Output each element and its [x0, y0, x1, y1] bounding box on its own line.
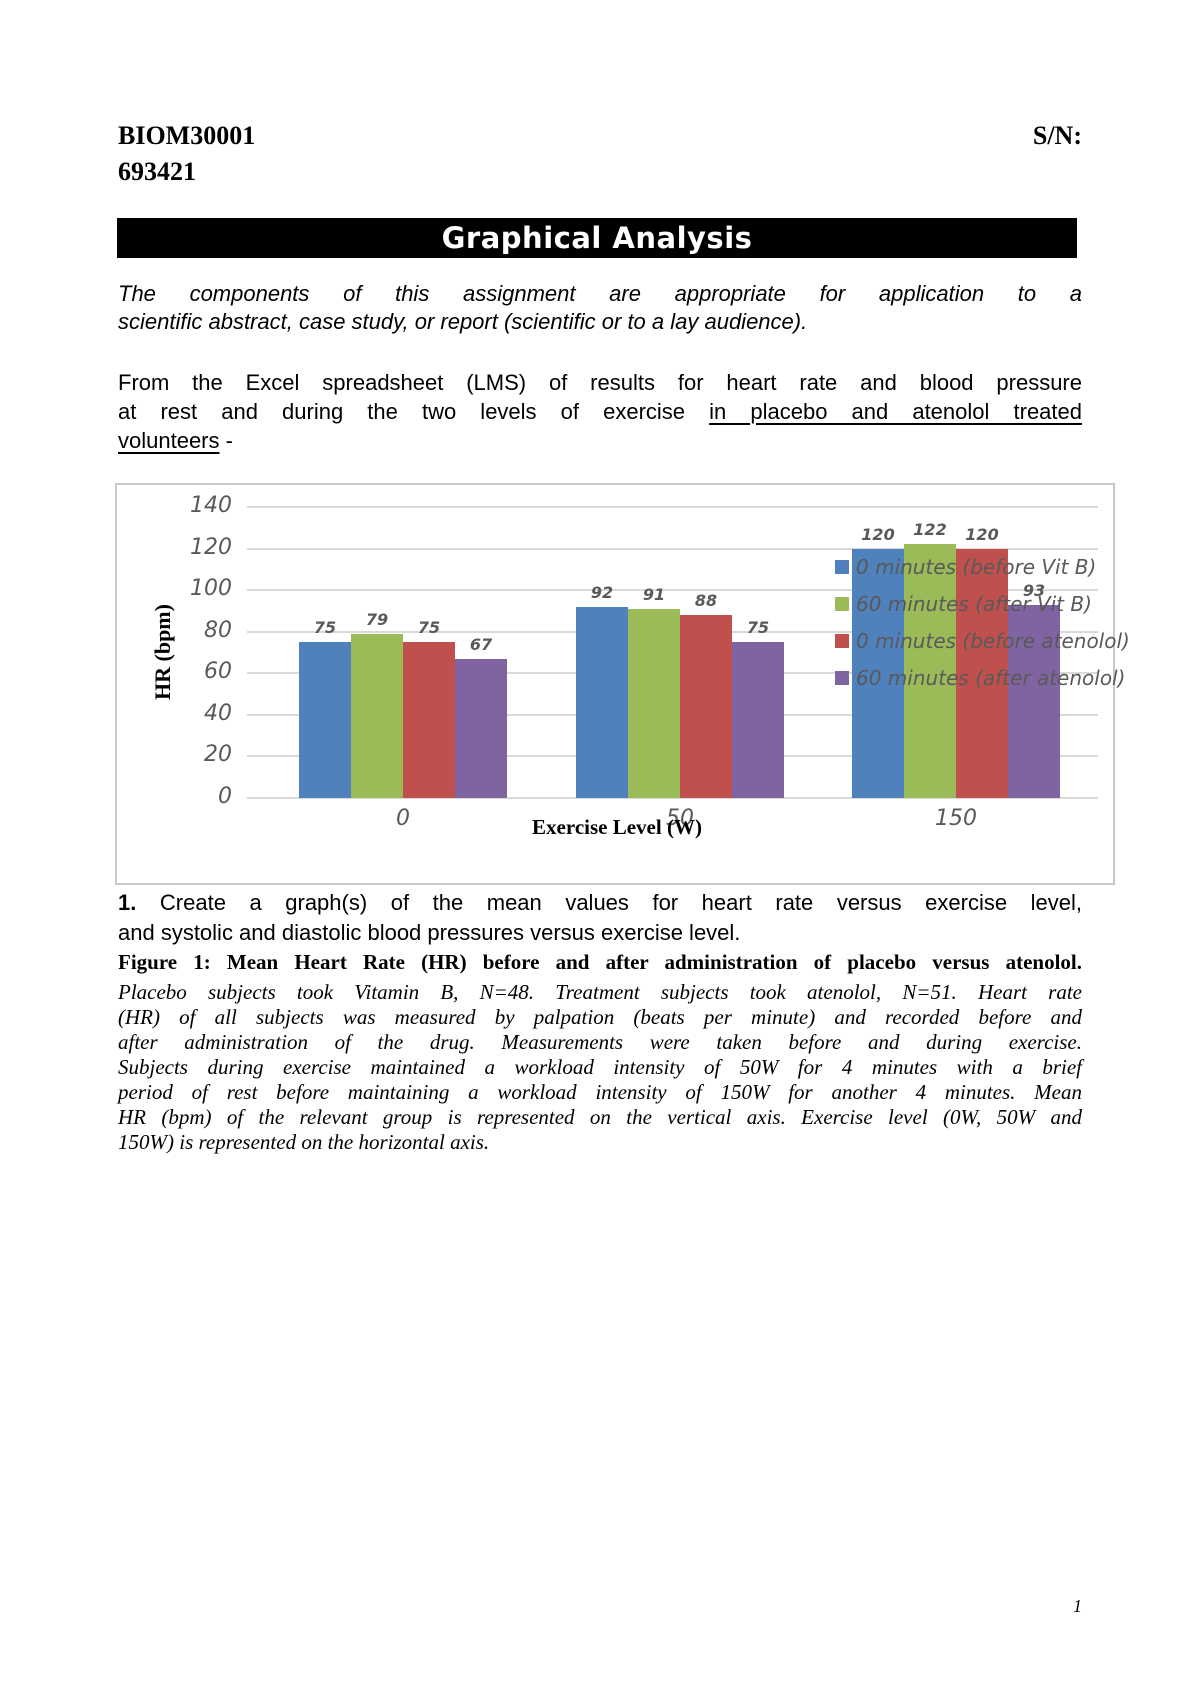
gridline — [247, 797, 1098, 799]
x-axis-tick-label: 50 — [666, 806, 694, 831]
y-axis-title: HR (bpm) — [150, 604, 175, 700]
caption-line: period of rest before maintaining a work… — [118, 1080, 1082, 1104]
legend-label: 60 minutes (after atenolol) — [856, 666, 1126, 690]
bar-150w-series1 — [904, 544, 956, 798]
legend-label: 60 minutes (after Vit B) — [856, 592, 1092, 616]
y-axis-tick-label: 60 — [204, 659, 232, 685]
gridline — [247, 547, 1098, 550]
bar-150w-series3 — [1008, 604, 1060, 798]
bar-50w-series1 — [628, 608, 680, 798]
x-axis-tick-label: 150 — [935, 806, 977, 831]
y-axis-tick-label: 40 — [204, 700, 232, 726]
legend-item: 60 minutes (after Vit B) — [835, 592, 1092, 616]
legend-swatch — [835, 671, 849, 685]
bar-value-label: 79 — [365, 609, 389, 629]
brief-paragraph: From the Excel spreadsheet (LMS) of resu… — [118, 368, 1082, 455]
y-axis-tick-label: 140 — [190, 493, 232, 518]
brief-line: volunteers - — [118, 428, 233, 453]
y-axis-tick-label: 0 — [218, 784, 232, 809]
legend-item: 0 minutes (before Vit B) — [835, 555, 1097, 579]
bar-0w-series1 — [351, 633, 403, 798]
intro-line: scientific abstract, case study, or repo… — [118, 309, 808, 334]
bar-0w-series0 — [299, 642, 351, 798]
question-number: 1. — [118, 890, 137, 915]
question-line: and systolic and diastolic blood pressur… — [118, 920, 741, 945]
legend-swatch — [835, 560, 849, 574]
question-line: 1. Create a graph(s) of the mean values … — [118, 890, 1082, 915]
legend-item: 0 minutes (before atenolol) — [835, 629, 1130, 653]
page-number: 1 — [1073, 1596, 1082, 1616]
bar-value-label: 120 — [861, 524, 895, 544]
bar-150w-series2 — [956, 548, 1008, 798]
bar-value-label: 91 — [642, 584, 666, 604]
y-axis-tick-label: 80 — [204, 617, 232, 643]
bar-0w-series2 — [403, 642, 455, 798]
caption-line: Subjects during exercise maintained a wo… — [118, 1055, 1082, 1079]
figure-caption-title: Figure 1: Mean Heart Rate (HR) before an… — [118, 950, 1082, 974]
legend-item: 60 minutes (after atenolol) — [835, 666, 1126, 690]
student-number: 693421 — [118, 157, 196, 186]
document-header: BIOM30001 S/N: 693421 — [118, 118, 1082, 190]
bar-50w-series2 — [680, 615, 732, 798]
underlined-phrase: in placebo and atenolol treated — [709, 399, 1082, 424]
x-axis-tick-label: 0 — [396, 806, 410, 831]
figure-caption-body: Placebo subjects took Vitamin B, N=48. T… — [118, 980, 1082, 1155]
serial-number-label: S/N: — [1032, 121, 1082, 150]
brief-line: at rest and during the two levels of exe… — [118, 399, 1082, 424]
bar-value-label: 92 — [590, 582, 614, 602]
bar-value-label: 75 — [746, 618, 770, 638]
y-axis-tick-label: 120 — [190, 534, 232, 560]
caption-line: 150W) is represented on the horizontal a… — [118, 1130, 490, 1154]
title-banner: Graphical Analysis — [117, 218, 1077, 258]
underlined-phrase: volunteers — [118, 428, 220, 453]
legend-label: 0 minutes (before atenolol) — [856, 629, 1130, 653]
brief-line: From the Excel spreadsheet (LMS) of resu… — [118, 370, 1082, 395]
heart-rate-bar-chart: 0 20 40 60 80 100 120 140 0 50 150 0 minutes (befor… — [115, 483, 1130, 885]
gridline — [247, 589, 1098, 592]
legend-label: 0 minutes (before Vit B) — [856, 555, 1097, 579]
page-title: Graphical Analysis — [441, 221, 753, 255]
intro-paragraph: The components of this assignment are ap… — [118, 280, 1082, 336]
gridline — [247, 506, 1098, 508]
bar-50w-series3 — [732, 642, 784, 798]
bar-50w-series0 — [576, 606, 628, 798]
bar-150w-series0 — [852, 548, 904, 798]
bar-value-label: 67 — [469, 634, 493, 654]
legend-swatch — [835, 634, 849, 648]
caption-line: Placebo subjects took Vitamin B, N=48. T… — [118, 980, 1082, 1004]
bar-value-label: 88 — [694, 591, 718, 611]
bar-value-label: 120 — [965, 524, 999, 544]
bar-value-label: 75 — [417, 618, 441, 638]
bar-value-label: 93 — [1022, 580, 1046, 600]
bar-value-label: 122 — [913, 520, 947, 540]
legend-swatch — [835, 597, 849, 611]
bar-0w-series3 — [455, 658, 507, 798]
caption-line: HR (bpm) of the relevant group is repres… — [118, 1105, 1082, 1129]
caption-line: (HR) of all subjects was measured by pal… — [118, 1005, 1082, 1029]
question-1: 1. Create a graph(s) of the mean values … — [118, 888, 1082, 948]
caption-line: after administration of the drug. Measur… — [118, 1030, 1082, 1054]
x-axis-title: Exercise Level (W) — [532, 815, 702, 839]
y-axis-tick-label: 100 — [190, 576, 232, 602]
intro-line: The components of this assignment are ap… — [118, 281, 1082, 306]
y-axis-tick-label: 20 — [204, 742, 232, 768]
bar-value-label: 75 — [313, 618, 337, 638]
course-code: BIOM30001 — [118, 121, 256, 150]
